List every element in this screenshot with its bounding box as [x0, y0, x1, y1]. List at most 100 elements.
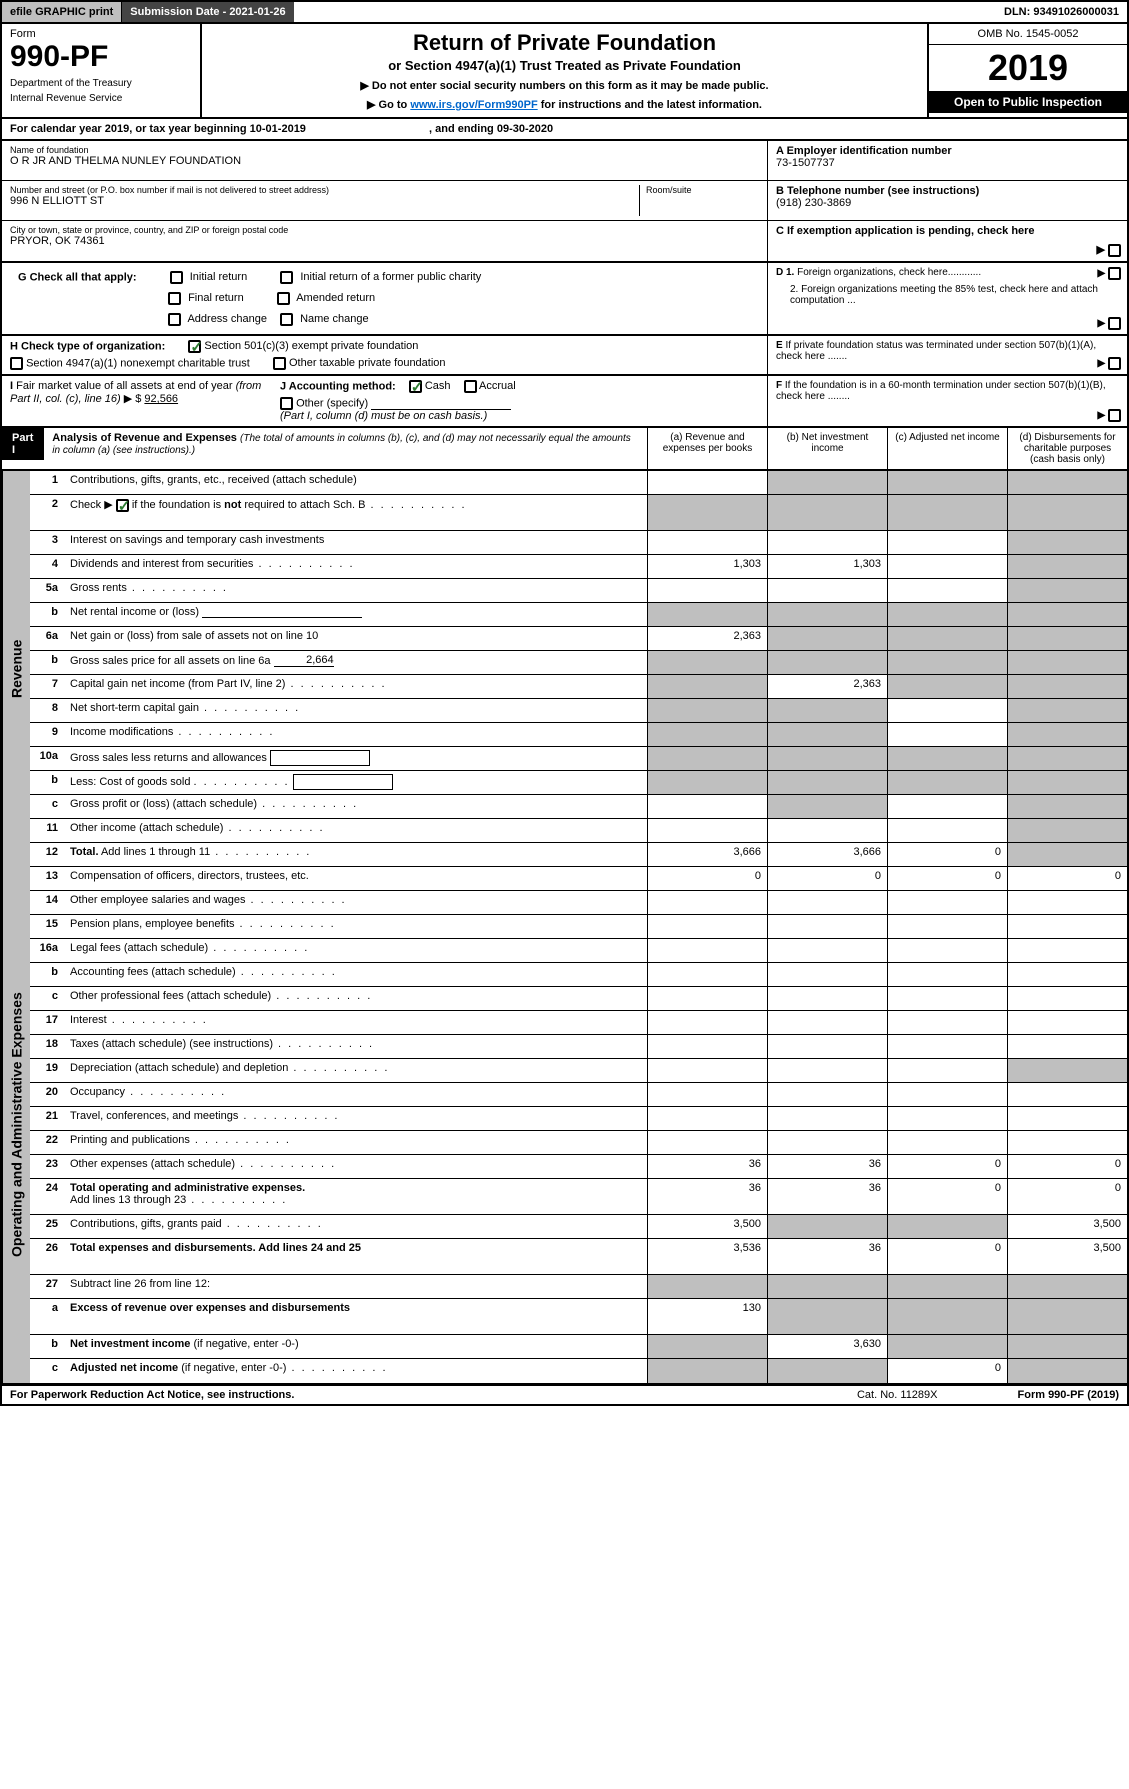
r12: Total. Add lines 1 through 11 — [64, 843, 647, 866]
g-name-checkbox[interactable] — [280, 313, 293, 326]
r10c: Gross profit or (loss) (attach schedule) — [64, 795, 647, 818]
expenses-label: Operating and Administrative Expenses — [2, 867, 30, 1383]
g-address: Address change — [187, 313, 267, 325]
r26: Total expenses and disbursements. Add li… — [64, 1239, 647, 1274]
r26-d: 3,500 — [1007, 1239, 1127, 1274]
r16c: Other professional fees (attach schedule… — [64, 987, 647, 1010]
form-title: Return of Private Foundation — [208, 30, 921, 56]
h-4947-checkbox[interactable] — [10, 357, 23, 370]
page-footer: For Paperwork Reduction Act Notice, see … — [0, 1385, 1129, 1406]
j-accrual: Accrual — [479, 380, 516, 392]
irs-link[interactable]: www.irs.gov/Form990PF — [410, 99, 537, 111]
col-d-head: (d) Disbursements for charitable purpose… — [1007, 428, 1127, 469]
g-amended: Amended return — [296, 292, 375, 304]
r27: Subtract line 26 from line 12: — [64, 1275, 647, 1298]
street-address: 996 N ELLIOTT ST — [10, 195, 639, 207]
tax-year: 2019 — [929, 45, 1127, 91]
h-501c3-checkbox[interactable] — [188, 340, 201, 353]
r7: Capital gain net income (from Part IV, l… — [64, 675, 647, 698]
paperwork-notice: For Paperwork Reduction Act Notice, see … — [10, 1389, 294, 1401]
part1-label: Part I — [2, 428, 44, 460]
r13-d: 0 — [1007, 867, 1127, 890]
f-label: F If the foundation is in a 60-month ter… — [776, 380, 1119, 402]
col-a-head: (a) Revenue and expenses per books — [647, 428, 767, 469]
r22: Printing and publications — [64, 1131, 647, 1154]
r26-a: 3,536 — [647, 1239, 767, 1274]
r12-c: 0 — [887, 843, 1007, 866]
instr-post: for instructions and the latest informat… — [538, 99, 762, 111]
form-number: 990-PF — [10, 40, 192, 74]
r2: Check ▶ if the foundation is not require… — [64, 495, 647, 530]
r16b: Accounting fees (attach schedule) — [64, 963, 647, 986]
d2-checkbox[interactable] — [1108, 317, 1121, 330]
e-label: E If private foundation status was termi… — [776, 340, 1119, 362]
calendar-year-row: For calendar year 2019, or tax year begi… — [0, 119, 1129, 141]
r12-b: 3,666 — [767, 843, 887, 866]
c-checkbox[interactable] — [1108, 244, 1121, 257]
d2-label: 2. Foreign organizations meeting the 85%… — [790, 284, 1119, 306]
r23-b: 36 — [767, 1155, 887, 1178]
g-initial: Initial return — [190, 271, 247, 283]
d1-label: D 1. Foreign organizations, check here..… — [776, 267, 1119, 278]
r26-b: 36 — [767, 1239, 887, 1274]
ein: 73-1507737 — [776, 157, 1119, 169]
efile-print-button[interactable]: efile GRAPHIC print — [2, 2, 122, 22]
h-other: Other taxable private foundation — [289, 357, 446, 369]
r13-c: 0 — [887, 867, 1007, 890]
tel-label: B Telephone number (see instructions) — [776, 185, 1119, 197]
r21: Travel, conferences, and meetings — [64, 1107, 647, 1130]
r14: Other employee salaries and wages — [64, 891, 647, 914]
g-final-checkbox[interactable] — [168, 292, 181, 305]
fmv-value: 92,566 — [144, 393, 178, 405]
r27a: Excess of revenue over expenses and disb… — [64, 1299, 647, 1334]
dept-irs: Internal Revenue Service — [10, 93, 192, 104]
r13-a: 0 — [647, 867, 767, 890]
r13-b: 0 — [767, 867, 887, 890]
name-label: Name of foundation — [10, 145, 759, 155]
e-checkbox[interactable] — [1108, 357, 1121, 370]
j-other-checkbox[interactable] — [280, 397, 293, 410]
r27b-b: 3,630 — [767, 1335, 887, 1358]
room-label: Room/suite — [646, 185, 759, 195]
revenue-section: Revenue 1Contributions, gifts, grants, e… — [0, 471, 1129, 867]
r5b: Net rental income or (loss) — [64, 603, 647, 626]
f-checkbox[interactable] — [1108, 409, 1121, 422]
r16a: Legal fees (attach schedule) — [64, 939, 647, 962]
dln: DLN: 93491026000031 — [996, 2, 1127, 22]
g-amended-checkbox[interactable] — [277, 292, 290, 305]
r27c-c: 0 — [887, 1359, 1007, 1383]
submission-date: Submission Date - 2021-01-26 — [122, 2, 293, 22]
r8: Net short-term capital gain — [64, 699, 647, 722]
r13: Compensation of officers, directors, tru… — [64, 867, 647, 890]
form-header: Form 990-PF Department of the Treasury I… — [0, 24, 1129, 119]
omb-number: OMB No. 1545-0052 — [929, 24, 1127, 45]
r9: Income modifications — [64, 723, 647, 746]
r3: Interest on savings and temporary cash i… — [64, 531, 647, 554]
j-accrual-checkbox[interactable] — [464, 380, 477, 393]
g-final: Final return — [188, 292, 244, 304]
r15: Pension plans, employee benefits — [64, 915, 647, 938]
topbar: efile GRAPHIC print Submission Date - 20… — [0, 0, 1129, 24]
j-cash-checkbox[interactable] — [409, 380, 422, 393]
g-initial-former-checkbox[interactable] — [280, 271, 293, 284]
r2-checkbox[interactable] — [116, 499, 129, 512]
r6a: Net gain or (loss) from sale of assets n… — [64, 627, 647, 650]
r27b: Net investment income (if negative, ente… — [64, 1335, 647, 1358]
d1-checkbox[interactable] — [1108, 267, 1121, 280]
ein-label: A Employer identification number — [776, 145, 1119, 157]
form-label: Form — [10, 28, 192, 40]
part1-title: Analysis of Revenue and Expenses — [52, 432, 237, 444]
j-other: Other (specify) — [296, 397, 368, 409]
form-subtitle: or Section 4947(a)(1) Trust Treated as P… — [208, 58, 921, 73]
r24-c: 0 — [887, 1179, 1007, 1214]
instruction-link: ▶ Go to www.irs.gov/Form990PF for instru… — [208, 98, 921, 111]
g-address-checkbox[interactable] — [168, 313, 181, 326]
r4: Dividends and interest from securities — [64, 555, 647, 578]
r12-a: 3,666 — [647, 843, 767, 866]
j-cash: Cash — [425, 380, 451, 392]
r23-a: 36 — [647, 1155, 767, 1178]
g-label: G Check all that apply: — [18, 271, 137, 283]
h-other-checkbox[interactable] — [273, 357, 286, 370]
g-initial-checkbox[interactable] — [170, 271, 183, 284]
r4-a: 1,303 — [647, 555, 767, 578]
